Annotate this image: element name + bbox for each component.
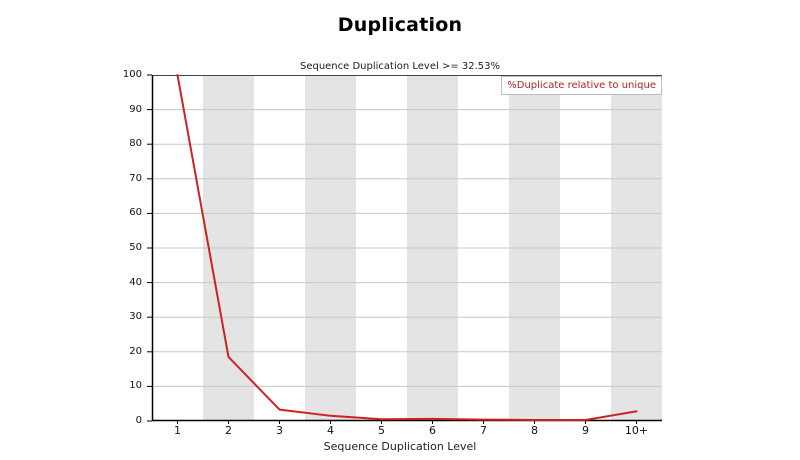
x-tick-label: 8	[531, 424, 538, 437]
y-tick-label: 80	[129, 138, 142, 150]
y-tick-label: 30	[129, 311, 142, 323]
x-tick-label: 4	[327, 424, 334, 437]
page-title: Duplication	[337, 14, 463, 36]
y-tick-label: 70	[129, 172, 142, 184]
x-axis-tick-labels: 1 2 3 4 5 6 7 8 9 10+	[152, 424, 662, 438]
y-tick-label: 50	[129, 242, 142, 253]
y-tick-label: 60	[129, 207, 142, 219]
x-tick-label: 9	[582, 424, 589, 437]
x-axis-title: Sequence Duplication Level	[323, 440, 477, 453]
y-axis-tick-labels: 0 10 20 30 40 50 60 70 80 90 100	[110, 69, 146, 426]
y-tick-label: 90	[129, 103, 142, 115]
y-tick-label: 0	[135, 415, 142, 426]
x-tick-label: 7	[480, 424, 487, 437]
x-tick-label: 1	[174, 424, 181, 437]
x-tick-label: 6	[429, 424, 436, 437]
duplication-line-chart: %Duplicate relative to unique	[147, 74, 662, 424]
legend-box: %Duplicate relative to unique	[501, 76, 662, 95]
y-tick-label: 100	[122, 69, 142, 80]
y-tick-label: 20	[129, 345, 142, 357]
legend-series-label: %Duplicate relative to unique	[507, 80, 656, 91]
y-tick-label: 40	[129, 276, 142, 288]
duplication-series-line	[176, 74, 638, 421]
x-tick-label: 2	[225, 424, 232, 437]
x-tick-label: 5	[378, 424, 385, 437]
x-tick-label: 10+	[624, 424, 649, 437]
y-tick-label: 10	[129, 380, 142, 392]
plot-canvas	[147, 74, 662, 424]
x-tick-label: 3	[276, 424, 283, 437]
chart-subtitle: Sequence Duplication Level >= 32.53%	[299, 61, 501, 72]
